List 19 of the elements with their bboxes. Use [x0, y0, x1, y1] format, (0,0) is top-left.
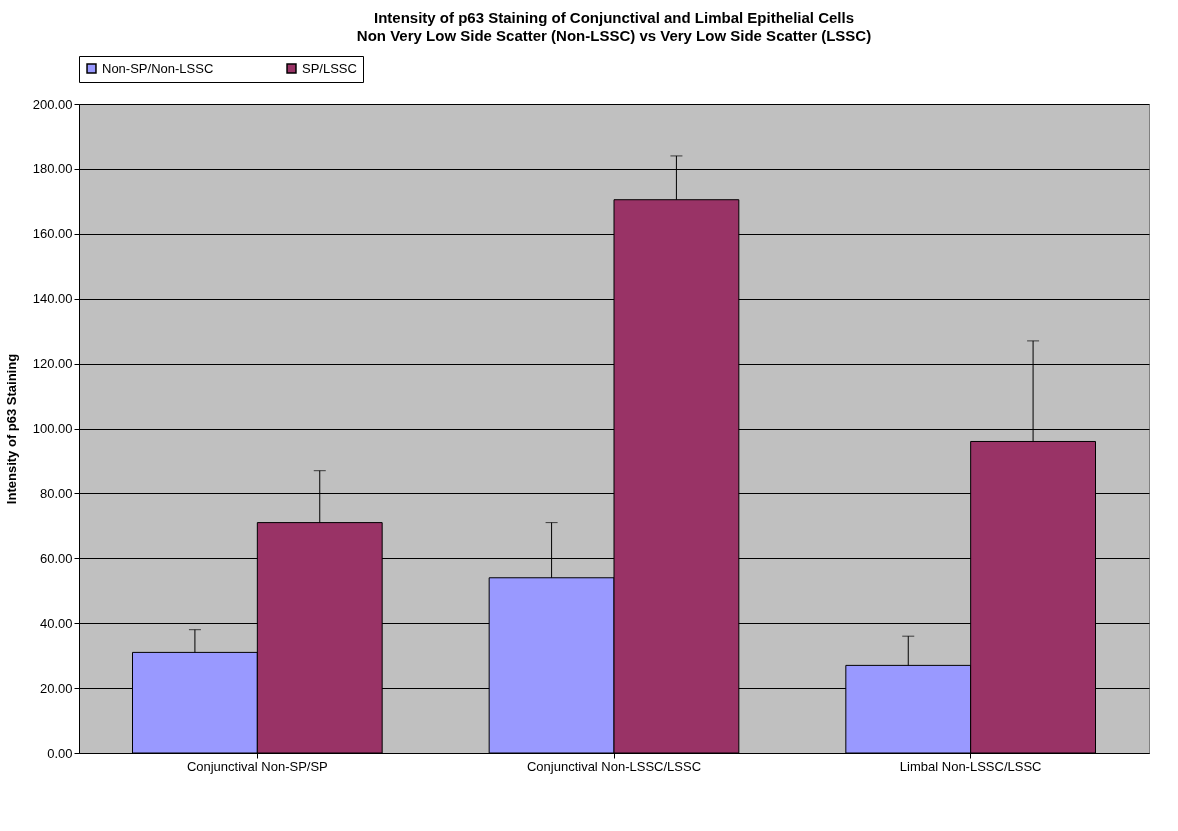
y-tick-label: 0.00 — [47, 745, 73, 761]
x-tick-label: Limbal Non-LSSC/LSSC — [899, 758, 1042, 774]
y-tick-label: 140.00 — [32, 291, 73, 307]
y-tick-label: 40.00 — [39, 615, 73, 631]
y-tick-label: 80.00 — [39, 485, 73, 501]
legend-label: Non-SP/Non-LSSC — [102, 60, 214, 76]
y-axis-title: Intensity of p63 Staining — [3, 353, 19, 505]
y-tick-label: 60.00 — [39, 550, 73, 566]
y-tick-label: 180.00 — [32, 161, 73, 177]
legend-label: SP/LSSC — [302, 60, 357, 76]
y-tick-label: 20.00 — [39, 680, 73, 696]
x-tick-label: Conjunctival Non-LSSC/LSSC — [526, 758, 702, 774]
chart-title: Intensity of p63 Staining of Conjunctival and Limbal Epithelial Cells — [373, 8, 855, 26]
y-tick-label: 200.00 — [32, 96, 73, 112]
chart-subtitle: Non Very Low Side Scatter (Non-LSSC) vs Very Low Side Scatter (LSSC) — [356, 26, 872, 44]
y-tick-label: 160.00 — [32, 226, 73, 242]
x-tick-label: Conjunctival Non-SP/SP — [186, 758, 328, 774]
y-tick-label: 120.00 — [32, 356, 73, 372]
y-tick-label: 100.00 — [32, 421, 73, 436]
